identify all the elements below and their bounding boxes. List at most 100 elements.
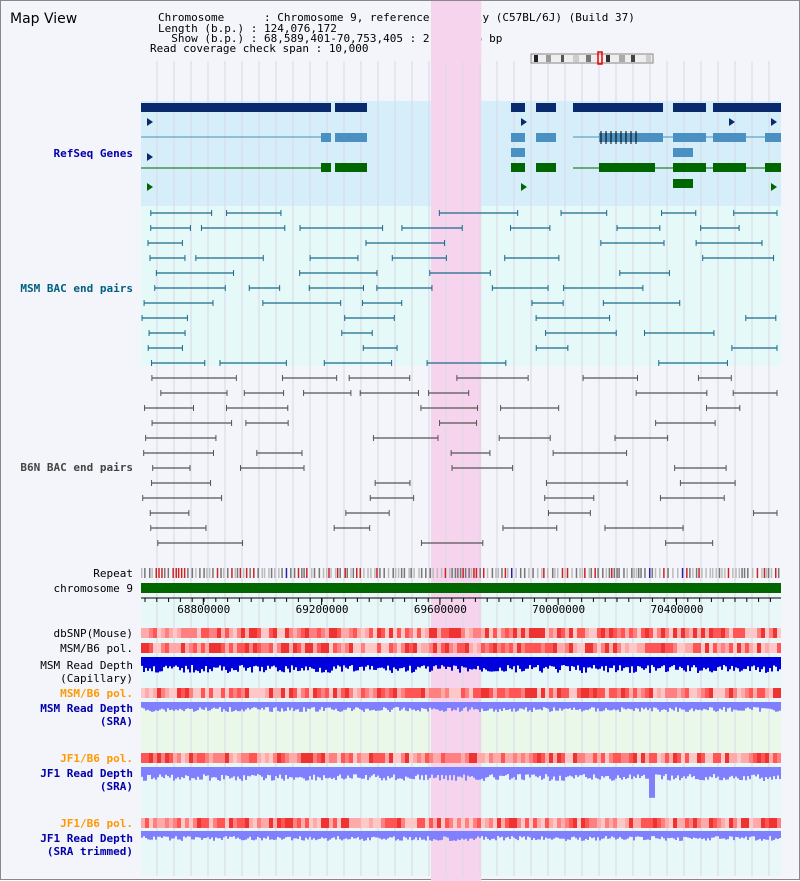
dbsnp-cell	[653, 628, 657, 638]
jf1-depth-trim-bar	[507, 831, 509, 837]
msm-depth-sra-bar	[191, 702, 193, 709]
msm-depth-sra-bar	[277, 702, 279, 712]
jf1-depth-sra-bar	[771, 767, 773, 780]
jf1-depth-trim-bar	[447, 831, 449, 838]
dbsnp-cell	[693, 628, 697, 638]
jf1-depth-trim-bar	[315, 831, 317, 841]
msm-b6-pol-sra-cell	[393, 688, 397, 698]
repeat-element	[141, 568, 143, 578]
jf1-b6-pol-trimmed-cell	[257, 818, 261, 828]
dbsnp-cell	[449, 628, 453, 638]
jf1-depth-sra-bar	[225, 767, 227, 776]
msm-b6-pol-sra-cell	[201, 688, 205, 698]
msm-depth-sra-bar	[643, 702, 645, 710]
jf1-depth-sra-bar	[505, 767, 507, 776]
jf1-depth-sra-bar	[331, 767, 333, 780]
jf1-b6-pol-cell	[261, 753, 265, 763]
msm-b6-pol-cell	[213, 643, 217, 653]
repeat-element	[659, 568, 661, 578]
msm-depth-sra-bar	[561, 702, 563, 711]
jf1-depth-sra-bar	[169, 767, 171, 778]
msm-depth-sra-bar	[779, 702, 781, 711]
msm-depth-sra-bar	[461, 702, 463, 711]
jf1-b6-pol-cell	[701, 753, 705, 763]
jf1-b6-pol-cell	[597, 753, 601, 763]
msm-depth-cap-bar	[657, 657, 659, 669]
msm-depth-sra-bar	[415, 702, 417, 711]
msm-depth-sra-bar	[173, 702, 175, 711]
jf1-depth-sra-bar	[377, 767, 379, 776]
msm-b6-pol-cell	[341, 643, 345, 653]
jf1-depth-trim-bar	[197, 831, 199, 838]
msm-b6-pol-cell	[153, 643, 157, 653]
b6n-bac-label[interactable]: B6N BAC end pairs	[20, 461, 133, 474]
jf1-depth-sra-bar	[145, 767, 147, 781]
jf1-b6-pol-trimmed-cell	[437, 818, 441, 828]
msm-depth-cap-bar	[721, 657, 723, 670]
repeat-element	[667, 568, 669, 578]
jf1-depth-trim-bar	[587, 831, 589, 840]
msm-depth-sra-bar	[297, 702, 299, 710]
msm-depth-cap-bar	[271, 657, 273, 667]
jf1-b6-pol-trimmed-cell	[645, 818, 649, 828]
jf1-depth-sra-bar	[621, 767, 623, 780]
msm-depth-cap-bar	[163, 657, 165, 668]
jf1-depth-trim-bar	[333, 831, 335, 838]
jf1-b6-pol-cell	[205, 753, 209, 763]
jf1-b6-pol-trimmed-label: JF1/B6 pol.	[60, 817, 133, 830]
msm-depth-sra-bar	[577, 702, 579, 710]
jf1-depth-sra-bar	[579, 767, 581, 776]
jf1-depth-trim-bar	[205, 831, 207, 839]
jf1-depth-trim-bar	[723, 831, 725, 839]
dbsnp-cell	[377, 628, 381, 638]
jf1-depth-trim-bar	[443, 831, 445, 837]
msm-depth-cap-bar	[583, 657, 585, 668]
dbsnp-cell	[493, 628, 497, 638]
gene-exon	[335, 163, 367, 172]
jf1-depth-trim-bar	[765, 831, 767, 840]
jf1-depth-sra-bar	[489, 767, 491, 776]
jf1-depth-trim-bar	[323, 831, 325, 839]
jf1-depth-sra-bar	[729, 767, 731, 777]
jf1-depth-sra-bar	[577, 767, 579, 777]
msm-b6-pol-sra-cell	[253, 688, 257, 698]
jf1-depth-sra-bar	[705, 767, 707, 778]
msm-b6-pol-cell	[321, 643, 325, 653]
repeat-element	[449, 568, 451, 578]
jf1-depth-trim-bar	[219, 831, 221, 839]
jf1-depth-sra-bar	[649, 767, 651, 798]
refseq-genes-label[interactable]: RefSeq Genes	[53, 147, 133, 160]
jf1-depth-sra-bar	[311, 767, 313, 780]
msm-depth-sra-bar	[405, 702, 407, 711]
dbsnp-cell	[701, 628, 705, 638]
msm-depth-sra-bar	[491, 702, 493, 709]
msm-bac-label[interactable]: MSM BAC end pairs	[20, 282, 133, 295]
repeat-element	[220, 568, 222, 578]
msm-b6-pol-cell	[525, 643, 529, 653]
jf1-depth-sra-bar	[421, 767, 423, 776]
jf1-b6-pol-trimmed-cell	[629, 818, 633, 828]
jf1-depth-trim-bar	[149, 831, 151, 840]
msm-depth-cap-bar	[483, 657, 485, 669]
msm-b6-pol-sra-cell	[337, 688, 341, 698]
msm-b6-pol-sra-cell	[357, 688, 361, 698]
jf1-depth-sra-bar	[721, 767, 723, 781]
jf1-b6-pol-cell	[521, 753, 525, 763]
jf1-b6-pol-cell	[761, 753, 765, 763]
jf1-b6-pol-trimmed-cell	[417, 818, 421, 828]
jf1-depth-sra-bar	[397, 767, 399, 779]
msm-depth-sra-bar	[251, 702, 253, 709]
jf1-depth-sra-bar	[391, 767, 393, 778]
jf1-depth-trim-bar	[557, 831, 559, 838]
msm-depth-cap-bar	[237, 657, 239, 672]
jf1-b6-pol-trimmed-cell	[737, 818, 741, 828]
msm-b6-pol-cell	[497, 643, 501, 653]
jf1-depth-trim-bar	[555, 831, 557, 838]
jf1-b6-pol-cell	[493, 753, 497, 763]
jf1-b6-pol-cell	[433, 753, 437, 763]
msm-depth-sra-bar	[427, 702, 429, 712]
msm-depth-cap-bar	[491, 657, 493, 672]
jf1-depth-trim-bar	[329, 831, 331, 840]
